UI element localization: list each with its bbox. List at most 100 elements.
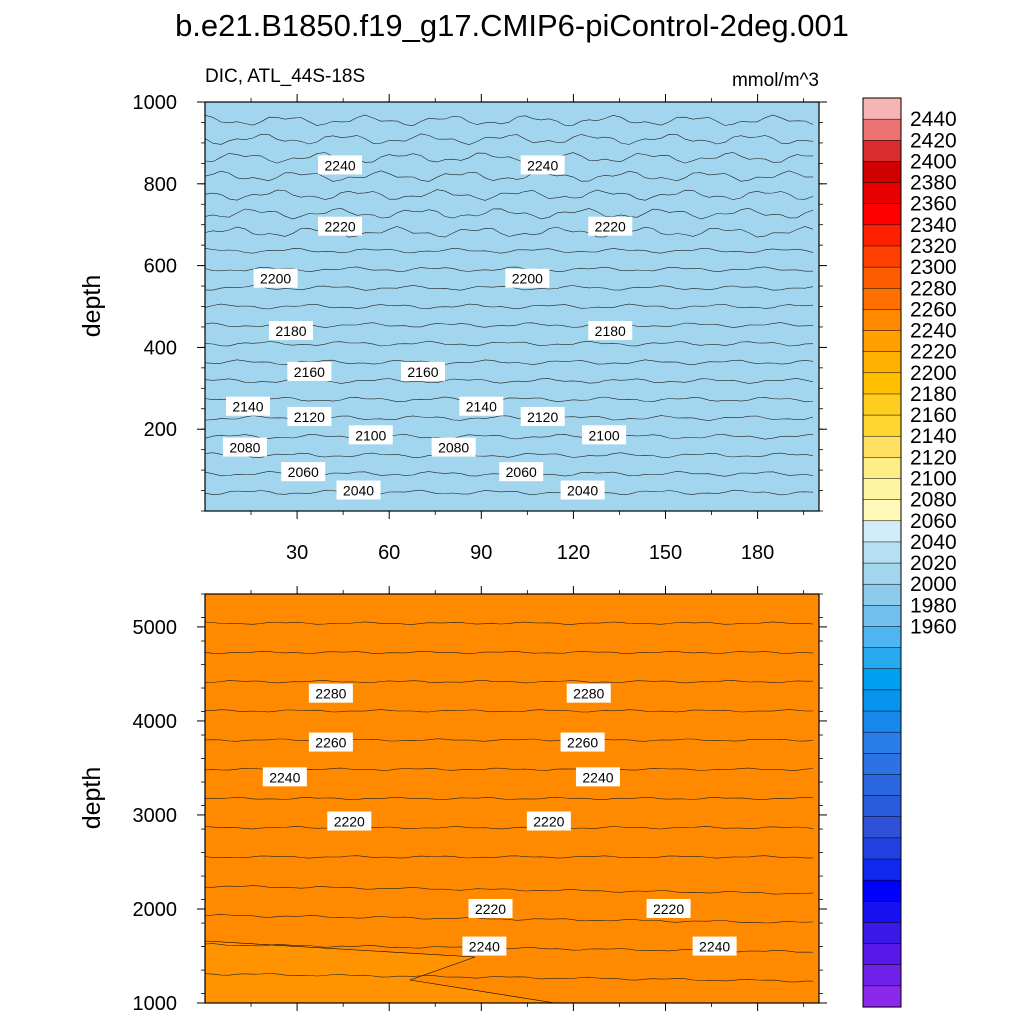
colorbar-label: 2360 bbox=[910, 193, 957, 216]
contour-label: 2140 bbox=[466, 399, 497, 415]
colorbar-label: 2220 bbox=[910, 341, 957, 364]
y-tick-label: 4000 bbox=[133, 711, 178, 733]
contour-label: 2280 bbox=[315, 686, 346, 702]
contour-label-box bbox=[462, 936, 507, 956]
contour-line bbox=[205, 433, 814, 440]
lower-panel: 2240 2240 2220 2220 2220 2220 2240 2240 2260 2260… bbox=[78, 586, 827, 1015]
colorbar-swatch bbox=[862, 520, 902, 543]
colorbar-swatch bbox=[862, 668, 902, 691]
contour-label: 2180 bbox=[275, 323, 306, 339]
units-label: mmol/m^3 bbox=[732, 70, 819, 91]
colorbar-swatch bbox=[862, 266, 902, 289]
contour-line bbox=[205, 207, 814, 220]
contour-line bbox=[205, 152, 814, 164]
contour-line bbox=[205, 266, 813, 273]
contour-line bbox=[205, 855, 813, 859]
y-tick-label: 1000 bbox=[133, 92, 178, 114]
contour-line bbox=[205, 340, 814, 347]
contour-label: 2100 bbox=[355, 427, 386, 443]
colorbar-swatch bbox=[862, 816, 902, 839]
colorbar-label: 2100 bbox=[910, 468, 957, 491]
colorbar-label: 2340 bbox=[910, 214, 957, 237]
contour-label: 2220 bbox=[334, 814, 365, 830]
colorbar-swatch bbox=[862, 351, 902, 374]
contour-label: 2140 bbox=[232, 399, 263, 415]
contour-line bbox=[205, 114, 814, 127]
colorbar-swatch bbox=[862, 541, 902, 564]
contour-label-box bbox=[348, 425, 393, 445]
contour-label: 2160 bbox=[294, 364, 325, 380]
colorbar-swatch bbox=[862, 985, 902, 1008]
contour-label-box bbox=[336, 480, 381, 500]
colorbar-swatch bbox=[862, 288, 902, 310]
contour-label-box bbox=[287, 361, 332, 381]
contour-label-box bbox=[499, 462, 544, 482]
contour-label: 2240 bbox=[699, 939, 730, 955]
contour-label: 2240 bbox=[325, 157, 356, 173]
x-tick-label: 180 bbox=[741, 542, 774, 564]
contour-label-box bbox=[222, 437, 267, 457]
colorbar-label: 2400 bbox=[910, 150, 957, 173]
upper-field bbox=[205, 102, 819, 511]
colorbar-swatch bbox=[862, 879, 902, 902]
contour-label: 2240 bbox=[269, 769, 300, 785]
contour-label-box bbox=[287, 406, 332, 426]
colorbar-swatch bbox=[862, 140, 902, 162]
colorbar-label: 2440 bbox=[910, 108, 957, 131]
contour-label-box bbox=[318, 216, 363, 236]
colorbar: 2440242024002380236023402320230022802260… bbox=[862, 97, 957, 1008]
contour-label-box bbox=[582, 425, 627, 445]
upper-panel: 2040 2040 2060 2060 2080 2080 2100 2100 2120 2120… bbox=[78, 92, 827, 564]
colorbar-swatch bbox=[862, 161, 902, 184]
colorbar-label: 1980 bbox=[910, 594, 957, 617]
contour-line bbox=[205, 489, 814, 496]
contour-label: 2240 bbox=[527, 157, 558, 173]
colorbar-swatch bbox=[862, 203, 902, 226]
contour-label-box bbox=[520, 406, 565, 426]
colorbar-label: 2280 bbox=[910, 277, 957, 300]
colorbar-swatch bbox=[862, 837, 902, 860]
colorbar-label: 2060 bbox=[910, 510, 957, 533]
colorbar-swatch bbox=[862, 245, 902, 268]
y-tick-label: 1000 bbox=[133, 993, 178, 1015]
contour-label-box bbox=[575, 767, 620, 787]
contour-line bbox=[205, 247, 814, 254]
contour-label-box bbox=[505, 268, 550, 288]
colorbar-label: 2260 bbox=[910, 298, 957, 321]
contour-label: 2220 bbox=[325, 219, 356, 235]
contour-label-box bbox=[318, 155, 363, 175]
contour-label: 2260 bbox=[567, 735, 598, 751]
contour-label: 2040 bbox=[343, 483, 374, 499]
contour-label-box bbox=[646, 898, 691, 918]
colorbar-swatch bbox=[862, 774, 902, 797]
upper-contour-labels: 2040 2040 2060 2060 2080 2080 2100 2100 2120 2120… bbox=[222, 155, 633, 500]
contour-label-box bbox=[262, 767, 307, 787]
colorbar-label: 2040 bbox=[910, 531, 957, 554]
y-tick-label: 5000 bbox=[133, 617, 178, 639]
colorbar-swatch bbox=[862, 97, 902, 120]
contour-line bbox=[205, 650, 814, 655]
lower-contours bbox=[205, 621, 814, 983]
contour-label-box bbox=[588, 216, 633, 236]
colorbar-label: 2180 bbox=[910, 383, 957, 406]
contour-label: 2220 bbox=[653, 901, 684, 917]
contour-line bbox=[205, 796, 814, 801]
y-tick-label: 400 bbox=[144, 337, 177, 359]
y-tick-label: 2000 bbox=[133, 899, 178, 921]
contour-label: 2260 bbox=[315, 735, 346, 751]
colorbar-swatch bbox=[862, 372, 902, 395]
colorbar-swatch bbox=[862, 943, 902, 966]
colorbar-label: 2020 bbox=[910, 552, 957, 575]
contour-line bbox=[205, 885, 814, 895]
contour-label: 2240 bbox=[582, 769, 613, 785]
contour-label-box bbox=[431, 437, 476, 457]
contour-label: 2220 bbox=[475, 901, 506, 917]
contour-label: 2180 bbox=[595, 323, 626, 339]
upper-ticks: 200 400 600 800 1000 30 60 90 120 150 180 bbox=[133, 92, 827, 564]
colorbar-swatch bbox=[862, 562, 902, 585]
contour-line bbox=[205, 738, 814, 742]
colorbar-swatch bbox=[862, 393, 902, 416]
contour-label: 2060 bbox=[288, 464, 319, 480]
colorbar-swatch bbox=[862, 647, 902, 670]
colorbar-swatch bbox=[862, 309, 902, 332]
